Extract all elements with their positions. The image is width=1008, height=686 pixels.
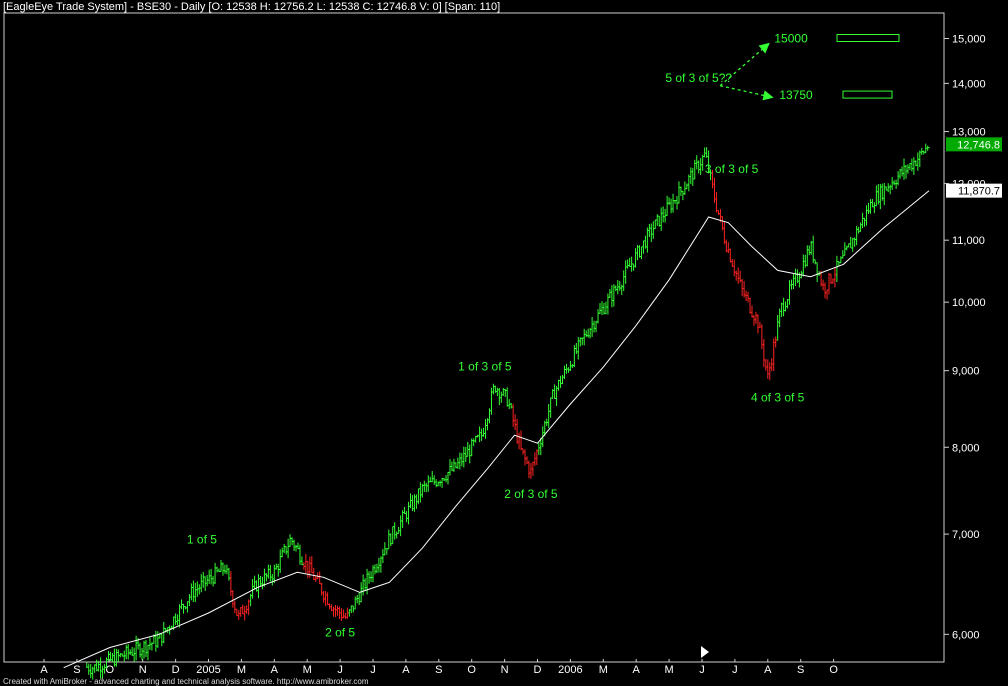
target-box	[842, 90, 893, 99]
x-tick-label: M	[237, 664, 246, 676]
y-tick-label: 9,000	[952, 366, 980, 378]
x-tick-label: 2006	[558, 664, 582, 676]
x-tick-label: J	[732, 664, 738, 676]
x-tick-label: A	[271, 664, 279, 676]
moving-average-line	[63, 190, 930, 669]
x-tick-label: N	[501, 664, 509, 676]
y-tick-label: 10,000	[952, 297, 986, 309]
wave-label: 4 of 3 of 5	[751, 391, 805, 405]
x-tick-label: 2005	[196, 664, 220, 676]
x-tick-label: S	[73, 664, 80, 676]
wave-label: 1 of 5	[187, 532, 217, 546]
x-tick-label: A	[40, 664, 48, 676]
x-tick-label: J	[370, 664, 376, 676]
target-box	[836, 34, 900, 43]
x-tick-label: O	[467, 664, 476, 676]
x-tick-label: D	[172, 664, 180, 676]
y-tick-label: 11,000	[952, 235, 985, 247]
y-tick-label: 8,000	[952, 442, 980, 454]
x-tick-label: D	[534, 664, 542, 676]
target-label: 13750	[779, 88, 813, 102]
x-tick-label: A	[764, 664, 772, 676]
y-tick-label: 15,000	[952, 34, 986, 46]
projection-arrow	[719, 42, 770, 87]
ma-value-label: 11,870.7	[958, 186, 1000, 198]
projection-arrow	[719, 85, 774, 101]
y-tick-label: 7,000	[952, 529, 980, 541]
chart-title: [EagleEye Trade System] - BSE30 - Daily …	[3, 1, 501, 13]
price-bars	[86, 143, 930, 680]
y-tick-label: 6,000	[952, 629, 980, 641]
wave-label: 5 of 3 of 5??	[665, 71, 732, 85]
x-tick-label: M	[303, 664, 312, 676]
wave-label: 2 of 3 of 5	[504, 487, 558, 501]
last-price-box	[946, 137, 1002, 152]
y-tick-label: 14,000	[952, 78, 986, 90]
x-tick-label: S	[435, 664, 442, 676]
plot-frame	[3, 12, 945, 663]
x-tick-label: O	[106, 664, 115, 676]
x-tick-label: J	[337, 664, 343, 676]
x-tick-label: M	[665, 664, 674, 676]
x-tick-label: M	[599, 664, 608, 676]
x-tick-label: A	[402, 664, 410, 676]
wave-label: 1 of 3 of 5	[458, 360, 512, 374]
wave-label: 2 of 5	[325, 625, 355, 639]
x-tick-label: N	[139, 664, 147, 676]
footer-credit: Created with AmiBroker - advanced charti…	[3, 677, 369, 686]
x-tick-label: J	[699, 664, 705, 676]
ma-value-box	[946, 183, 1002, 198]
cursor-marker	[701, 646, 709, 658]
y-tick-label: 13,000	[952, 127, 986, 139]
x-tick-label: O	[829, 664, 838, 676]
target-label: 15000	[774, 32, 808, 46]
x-tick-label: S	[797, 664, 804, 676]
wave-label: 3 of 3 of 5	[705, 162, 759, 176]
last-price-label: 12,746.8	[957, 139, 1000, 151]
x-tick-label: A	[633, 664, 641, 676]
